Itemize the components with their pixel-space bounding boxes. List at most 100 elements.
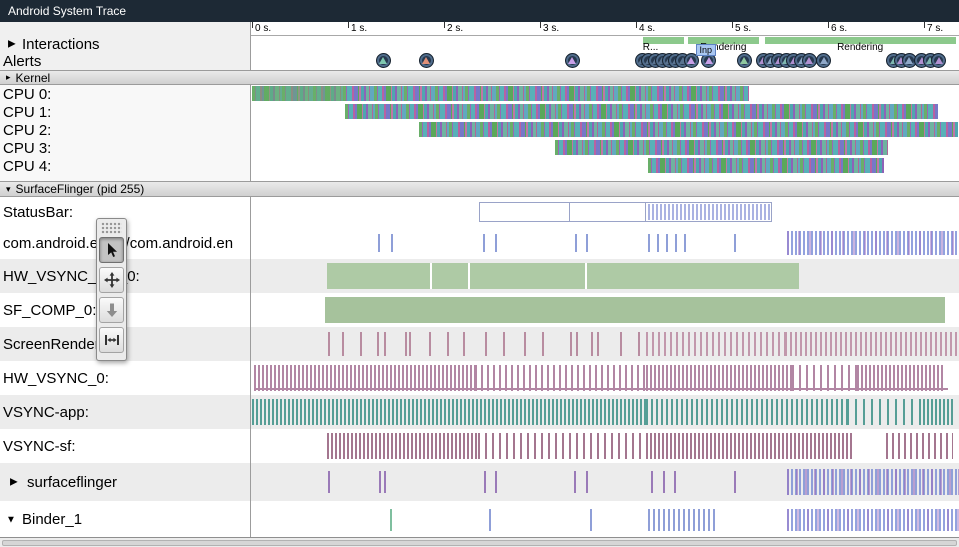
select-tool-button[interactable] [99,237,124,263]
expander-icon[interactable]: ▶ [8,38,16,50]
track-vsync-sf[interactable] [251,429,959,463]
row-label: HW_VSYNC_0: [3,369,109,387]
row-label-cell-hw-vsync-0: HW_VSYNC_0: [0,361,251,395]
alert-icon[interactable] [375,53,391,68]
trace-tick [574,234,577,252]
alert-triangle-glyph [782,56,791,64]
expander-icon[interactable]: ▶ [10,476,18,488]
alert-triangle-glyph [766,56,775,64]
row-label-cell-binder-1[interactable]: ▼ Binder_1 [0,501,251,538]
trace-stripes [885,433,953,459]
track-hw-vsync-0[interactable] [251,361,959,395]
track-hw-vsync-on[interactable] [251,259,959,293]
alert-triangle-glyph [917,56,926,64]
trace-tick [674,471,677,493]
trace-stripes [252,399,646,425]
trace-tick [637,332,640,356]
track-sf-comp[interactable] [251,293,959,327]
alert-icon[interactable] [683,53,699,68]
track-statusbar[interactable] [251,197,959,227]
window-title: Android System Trace [8,4,127,18]
ruler-label: 0 s. [255,23,272,34]
trace-tick [644,202,646,222]
interaction-bar [764,37,956,44]
ruler-tick [828,22,829,28]
alert-icon[interactable] [801,53,817,68]
row-label-cell-cpu2: CPU 2: [0,121,251,139]
move-icon [103,272,120,288]
row-sf-header[interactable]: ▾ SurfaceFlinger (pid 255) [0,181,959,197]
trace-tick [589,508,592,531]
row-statusbar: StatusBar: [0,197,959,227]
trace-tick [483,234,486,252]
track-cpu1[interactable] [251,103,959,121]
row-label-cell-interactions[interactable]: ▶ Interactions [0,36,251,52]
trace-gap [585,263,588,289]
trace-tick [390,508,393,531]
alert-icon[interactable] [816,53,832,68]
row-label-cell-vsync-app: VSYNC-app: [0,395,251,429]
horizontal-scrollbar[interactable] [0,537,959,547]
row-label-cell-vsync-sf: VSYNC-sf: [0,429,251,463]
alert-triangle-glyph [687,56,696,64]
track-surfaceflinger[interactable] [251,463,959,501]
track-ruler[interactable]: 0 s. 1 s. 2 s. 3 s. 4 s. 5 s. 6 s. 7 s. [251,22,959,36]
trace-tick [541,332,544,356]
section-header-label: Kernel [15,70,51,85]
interaction-bar [642,37,684,44]
timing-tool-button[interactable] [99,327,124,353]
alert-icon[interactable] [418,53,434,68]
row-kernel-header[interactable]: ▸ Kernel [0,70,959,85]
scrollbar-thumb[interactable] [2,540,957,546]
track-cpu0[interactable] [251,85,959,103]
track-interactions[interactable]: R... Rendering Inp Rendering [251,36,959,56]
alert-icon[interactable] [931,53,947,68]
track-cpu4[interactable] [251,157,959,175]
trace-stripes [647,508,718,531]
track-binder-1[interactable] [251,501,959,538]
trace-tick [575,332,578,356]
toolbar-grip-handle[interactable] [101,222,122,234]
row-screenrender: ScreenRender: [0,327,959,361]
row-vsync-app: VSYNC-app: [0,395,959,429]
track-cpu3[interactable] [251,139,959,157]
trace-tick [733,471,736,493]
row-label-cell-cpu0: CPU 0: [0,85,251,103]
trace-tick [378,471,381,493]
track-alerts[interactable] [251,52,959,70]
expander-icon[interactable]: ▼ [6,514,16,525]
alert-icon[interactable] [736,53,752,68]
row-cpu1: CPU 1: [0,103,959,121]
track-vsync-app[interactable] [251,395,959,429]
trace-tick [619,332,622,356]
alert-triangle-glyph [759,56,768,64]
trace-block [326,263,800,289]
alert-triangle-glyph [819,56,828,64]
track-screenrender[interactable] [251,327,959,361]
trace-tick [463,332,466,356]
alert-triangle-glyph [889,56,898,64]
zoom-tool-button[interactable] [99,297,124,323]
trace-stripes [647,204,771,220]
trace-tick [523,332,526,356]
row-label: StatusBar: [3,203,74,221]
row-label-cell-cpu4: CPU 4: [0,157,251,175]
row-cpu3: CPU 3: [0,139,959,157]
alert-icon[interactable] [564,53,580,68]
row-label: CPU 2: [3,121,52,139]
row-label: Binder_1 [22,511,83,528]
trace-stripes [326,433,478,459]
row-label-cell-screenrender: ScreenRender: [0,327,251,361]
cpu-trace-segment [252,86,750,101]
track-app-process[interactable] [251,227,959,259]
ruler-label: 2 s. [447,23,464,34]
alert-triangle-glyph [678,56,687,64]
row-hw-vsync-on: HW_VSYNC_ON_0: [0,259,959,293]
trace-stripes [847,399,920,425]
trace-stripes [856,365,946,391]
trace-tick [409,332,412,356]
row-binder-1: ▼ Binder_1 [0,501,959,538]
track-cpu2[interactable] [251,121,959,139]
row-label-cell-surfaceflinger[interactable]: ▶ surfaceflinger [0,463,251,501]
pan-tool-button[interactable] [99,267,124,293]
